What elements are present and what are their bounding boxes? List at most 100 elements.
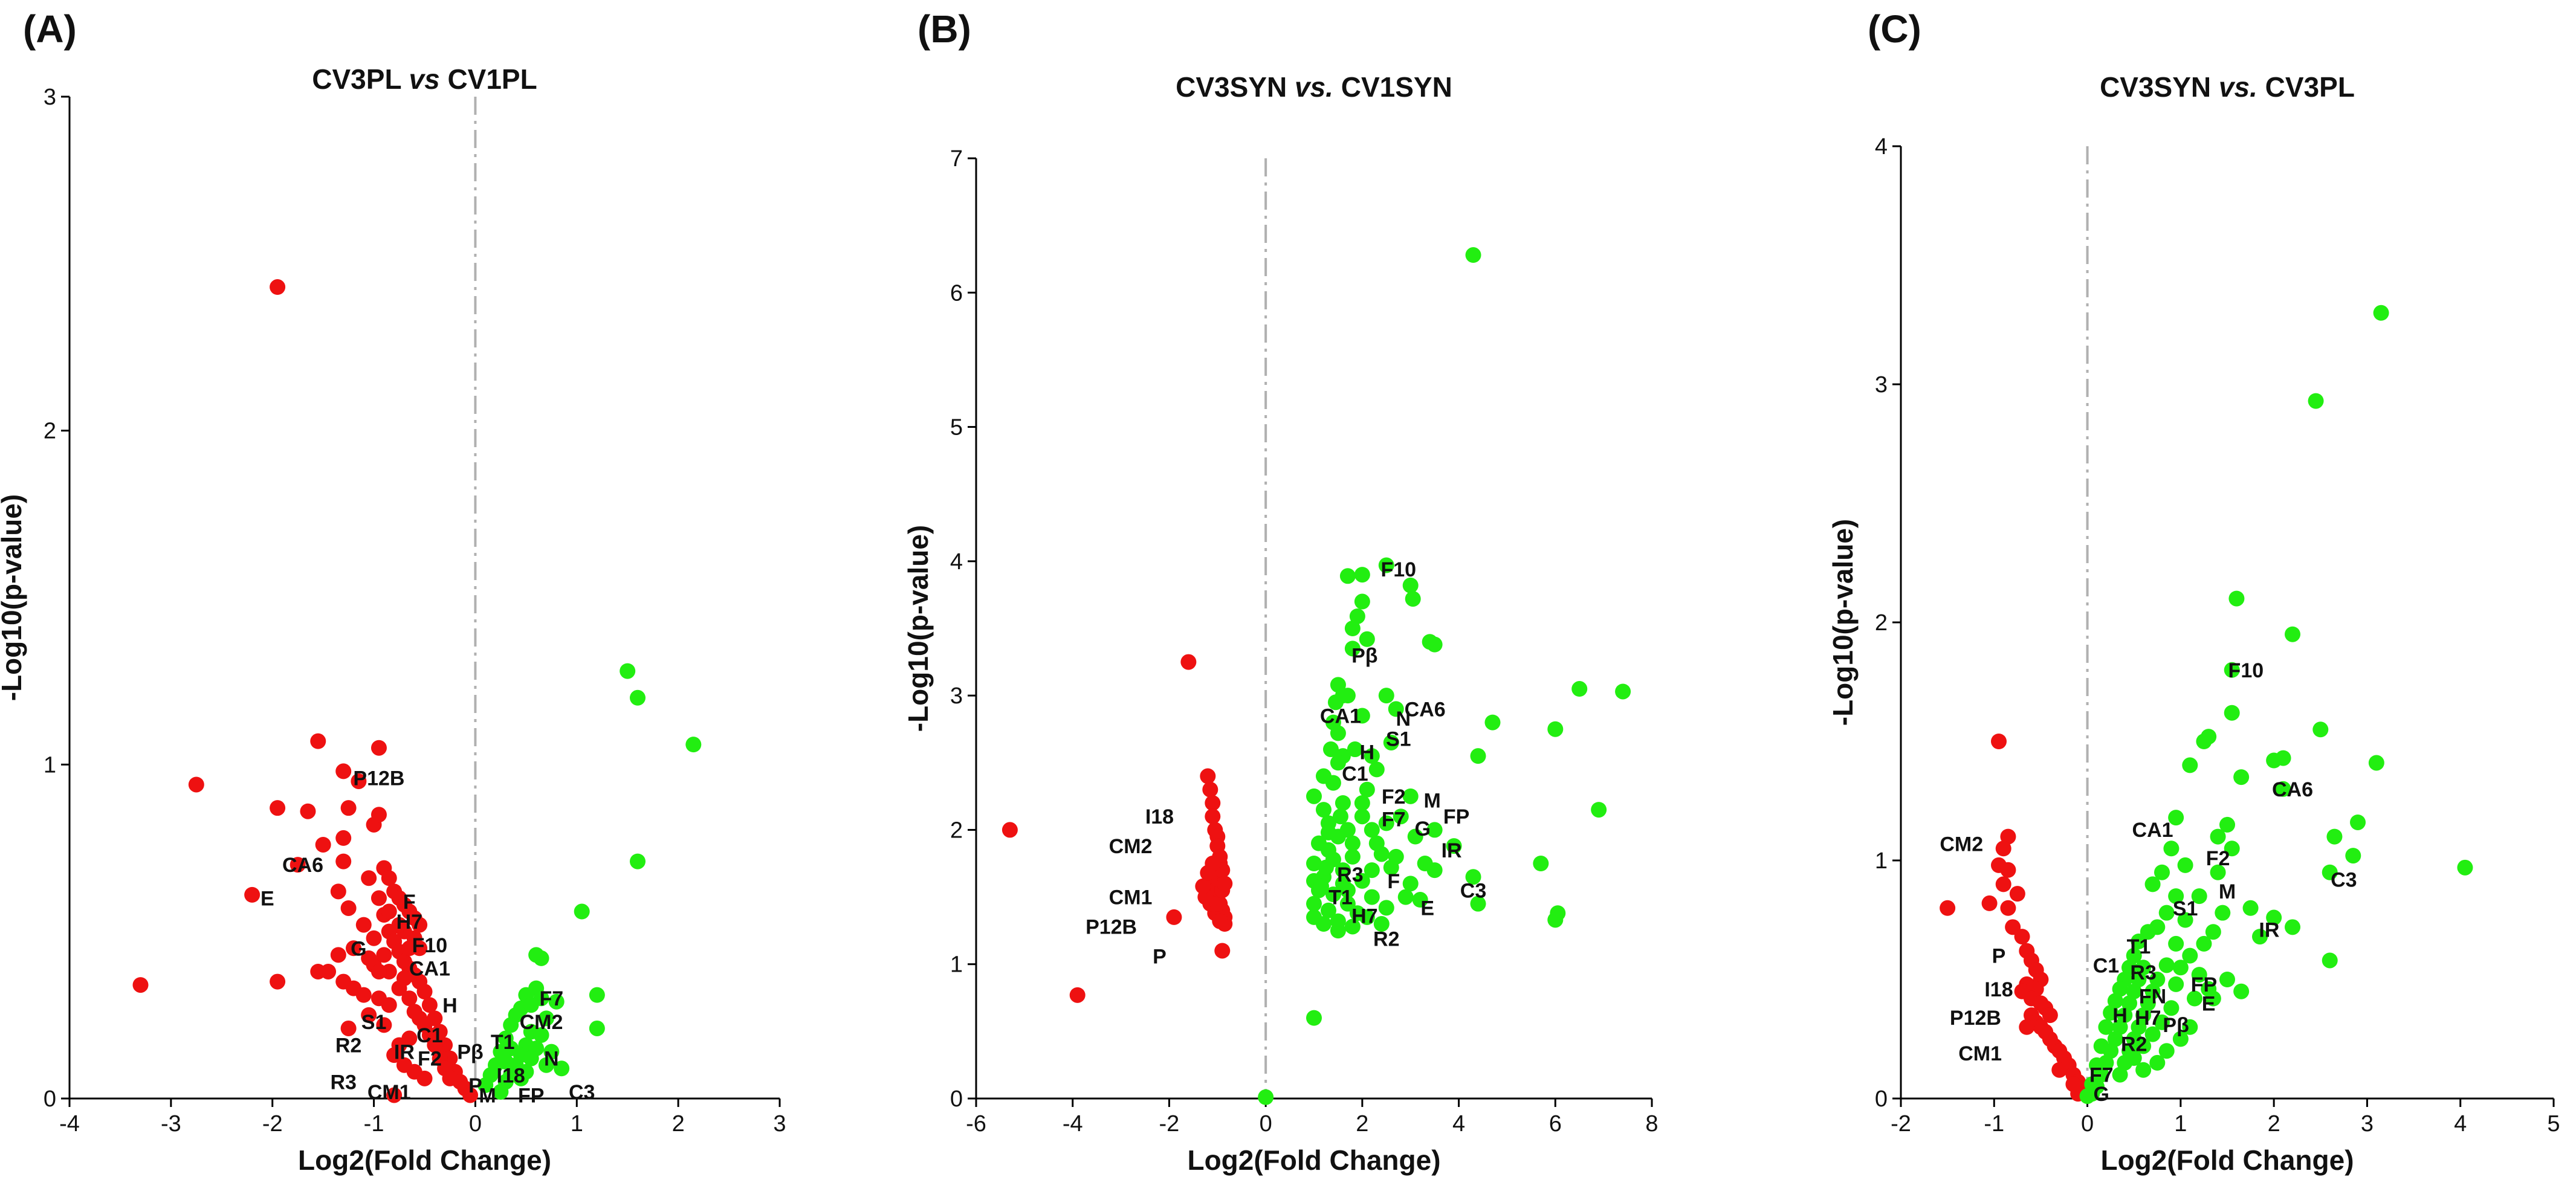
y-tick-label: 6 <box>950 280 963 306</box>
data-point-down <box>1981 895 1998 911</box>
y-tick-label: 3 <box>1875 372 1888 398</box>
data-point-up <box>2177 912 2193 928</box>
data-point-up <box>1347 741 1363 758</box>
data-point-up <box>589 987 605 1003</box>
data-point-up <box>2215 905 2231 921</box>
data-point-up <box>1364 862 1380 879</box>
x-tick-label: -1 <box>1984 1111 2004 1137</box>
data-point-up <box>2168 935 2184 952</box>
y-tick-label: 2 <box>1875 610 1888 636</box>
point-label: E <box>261 887 274 910</box>
data-point-down <box>361 1007 377 1023</box>
data-point-up <box>1388 701 1404 717</box>
point-label: P <box>1992 945 2006 968</box>
data-point-up <box>1465 247 1481 263</box>
data-point-up <box>1335 795 1351 811</box>
y-tick-label: 5 <box>950 415 963 440</box>
point-label: H <box>442 994 458 1017</box>
x-tick-label: 2 <box>2268 1111 2280 1137</box>
data-point-up <box>2144 983 2161 999</box>
x-tick-label: 4 <box>2454 1111 2467 1137</box>
data-point-up <box>2158 957 2175 973</box>
data-point-up <box>620 663 636 679</box>
data-point-down <box>270 973 286 990</box>
data-point-up <box>2191 888 2207 905</box>
x-tick-label: -4 <box>59 1111 80 1137</box>
y-axis-title: -Log10(p-value) <box>902 525 934 732</box>
point-label: N <box>1396 708 1411 731</box>
data-point-down <box>1069 987 1086 1003</box>
y-tick-label: 0 <box>44 1086 56 1112</box>
data-point-up <box>493 1083 509 1100</box>
y-tick-label: 1 <box>950 952 963 978</box>
point-label: R2 <box>335 1034 361 1057</box>
data-point-up <box>2285 626 2300 642</box>
point-label: R2 <box>1373 928 1399 950</box>
data-point-up <box>1533 856 1549 871</box>
x-tick-label: -2 <box>1159 1111 1180 1137</box>
chart-title: CV3SYN vs. CV1SYN <box>1176 71 1452 103</box>
data-point-down <box>2009 886 2025 902</box>
data-point-up <box>630 853 646 870</box>
data-point-down <box>340 900 357 916</box>
data-point-up <box>2308 393 2324 409</box>
data-point-down <box>1995 876 2011 892</box>
x-tick-label: -3 <box>161 1111 181 1137</box>
data-point-up <box>1373 916 1390 932</box>
data-point-up <box>630 689 646 706</box>
data-point-down <box>244 886 261 903</box>
data-point-up <box>2131 972 2147 987</box>
data-point-up <box>2172 1031 2189 1047</box>
point-label: P <box>468 1074 482 1097</box>
data-point-down <box>1940 900 1956 916</box>
data-point-down <box>2019 1019 2035 1035</box>
data-point-down <box>396 970 412 987</box>
data-point-up <box>1364 822 1380 838</box>
data-point-up <box>2219 972 2235 987</box>
point-label: M <box>2219 880 2236 903</box>
y-tick-label: 3 <box>44 85 56 110</box>
x-tick-label: -2 <box>1891 1111 1911 1137</box>
data-point-up <box>2182 1019 2198 1035</box>
data-point-up <box>574 903 590 920</box>
data-point-down <box>371 807 387 823</box>
data-point-up <box>2187 990 2202 1007</box>
data-point-up <box>1359 909 1375 925</box>
point-label: IR <box>1442 839 1462 862</box>
data-point-up <box>2149 1054 2166 1071</box>
data-point-up <box>1373 846 1390 862</box>
point-label: IR <box>394 1041 415 1064</box>
data-point-down <box>381 903 397 920</box>
data-point-up <box>543 1044 560 1060</box>
data-point-up <box>2079 1088 2095 1105</box>
data-point-down <box>335 763 352 779</box>
data-point-up <box>1484 714 1501 731</box>
data-point-down <box>132 977 149 993</box>
data-point-up <box>2098 1019 2114 1035</box>
data-point-up <box>533 1027 549 1043</box>
data-point-up <box>2177 857 2193 873</box>
y-tick-label: 1 <box>44 752 56 778</box>
point-label: F <box>403 891 416 914</box>
point-label: R3 <box>330 1071 356 1094</box>
x-tick-label: 0 <box>469 1111 482 1137</box>
data-point-down <box>315 836 331 853</box>
data-point-up <box>1388 848 1404 865</box>
y-tick-label: 4 <box>950 549 963 575</box>
data-point-down <box>371 963 387 979</box>
data-point-up <box>548 993 565 1010</box>
data-point-up <box>503 1041 519 1057</box>
data-point-up <box>1407 828 1423 845</box>
data-point-up <box>2457 859 2473 876</box>
data-point-down <box>355 987 372 1003</box>
point-label: H <box>1360 741 1375 764</box>
data-point-up <box>2368 755 2384 771</box>
data-point-up <box>2135 960 2152 976</box>
x-tick-label: 6 <box>1549 1111 1562 1137</box>
point-label: CA6 <box>2272 778 2313 801</box>
y-tick-label: 2 <box>950 818 963 843</box>
x-axis-title: Log2(Fold Change) <box>298 1144 551 1176</box>
data-point-up <box>1313 878 1329 894</box>
data-point-up <box>1378 557 1394 573</box>
point-label: F10 <box>2228 659 2264 682</box>
